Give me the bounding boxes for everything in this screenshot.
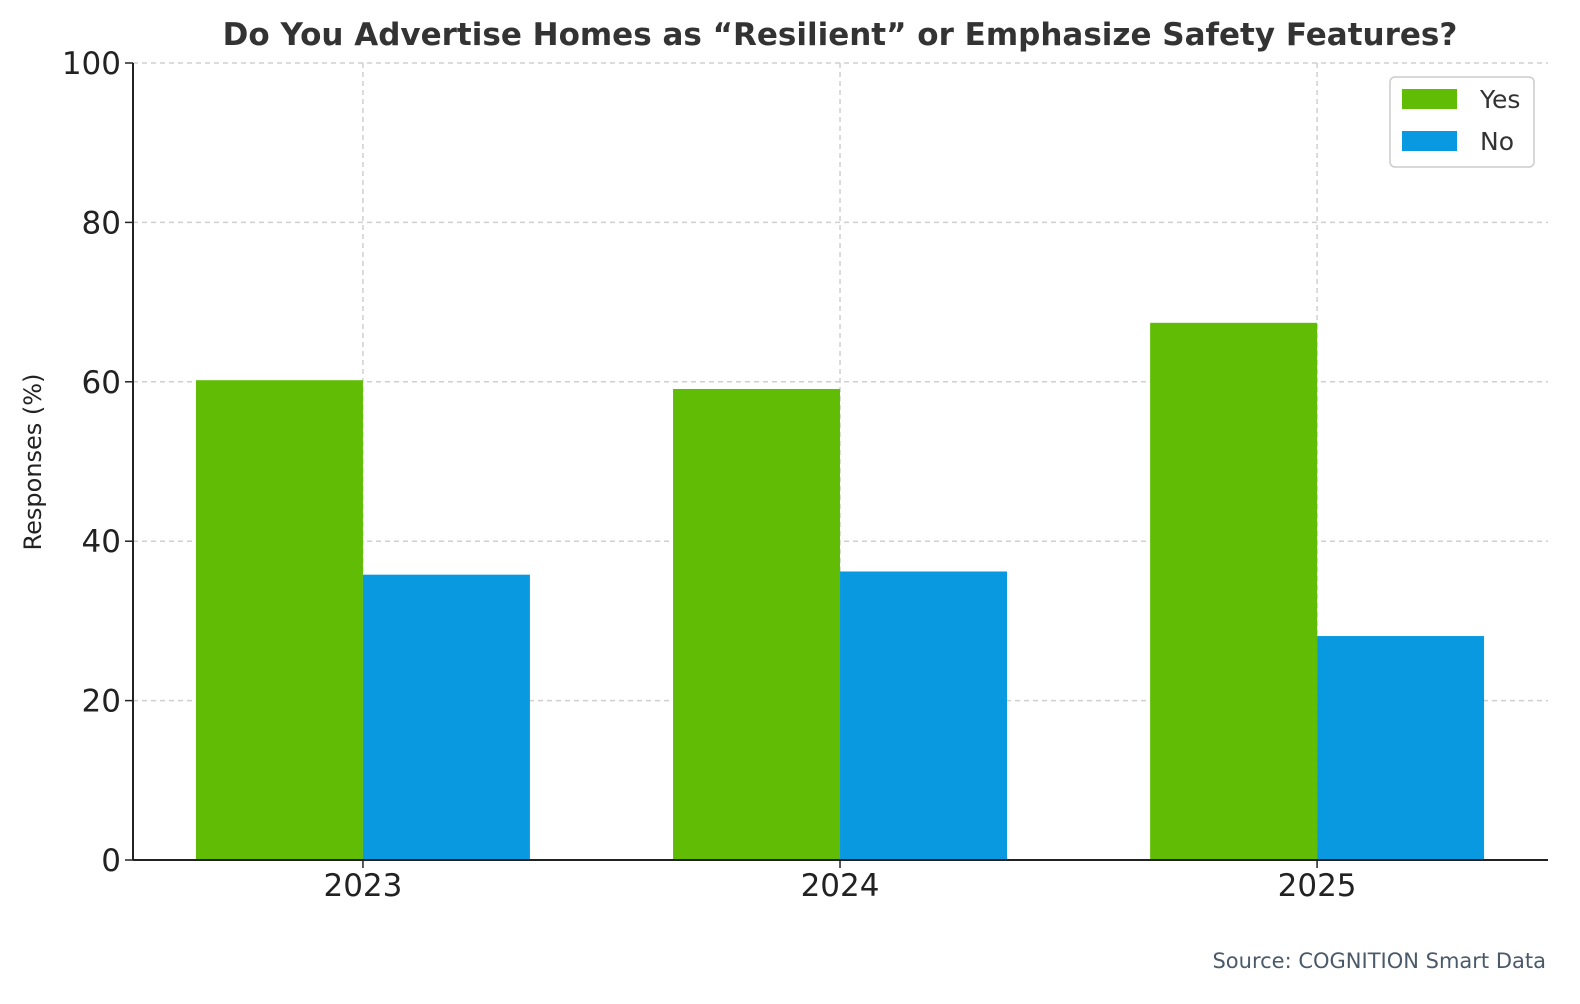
legend-label-no: No bbox=[1480, 127, 1514, 156]
bar-no-2025 bbox=[1317, 636, 1485, 860]
bar-yes-2024 bbox=[673, 388, 841, 860]
y-tick-label: 80 bbox=[82, 205, 121, 241]
axes: 0 20 40 60 80 100 2023 2024 2025 bbox=[62, 46, 1548, 904]
bar-no-2023 bbox=[362, 574, 530, 860]
legend-swatch-no bbox=[1402, 131, 1457, 151]
y-axis-label: Responses (%) bbox=[19, 374, 47, 551]
y-tick-label: 40 bbox=[82, 524, 121, 560]
y-tick-label: 60 bbox=[82, 365, 121, 401]
chart-title: Do You Advertise Homes as “Resilient” or… bbox=[223, 17, 1458, 53]
legend-swatch-yes bbox=[1402, 89, 1457, 109]
x-tick-label: 2024 bbox=[801, 868, 880, 904]
x-tick-label: 2025 bbox=[1278, 868, 1357, 904]
y-tick-label: 20 bbox=[82, 684, 121, 720]
bars bbox=[195, 322, 1485, 860]
y-tick-label: 0 bbox=[101, 843, 121, 879]
source-note: Source: COGNITION Smart Data bbox=[1212, 949, 1546, 973]
bar-no-2024 bbox=[840, 571, 1007, 860]
y-tick-label: 100 bbox=[62, 46, 121, 82]
legend-label-yes: Yes bbox=[1479, 85, 1520, 114]
x-tick-label: 2023 bbox=[323, 868, 402, 904]
legend: Yes No bbox=[1389, 76, 1535, 168]
bar-yes-2023 bbox=[195, 380, 363, 860]
bar-yes-2025 bbox=[1150, 322, 1318, 860]
